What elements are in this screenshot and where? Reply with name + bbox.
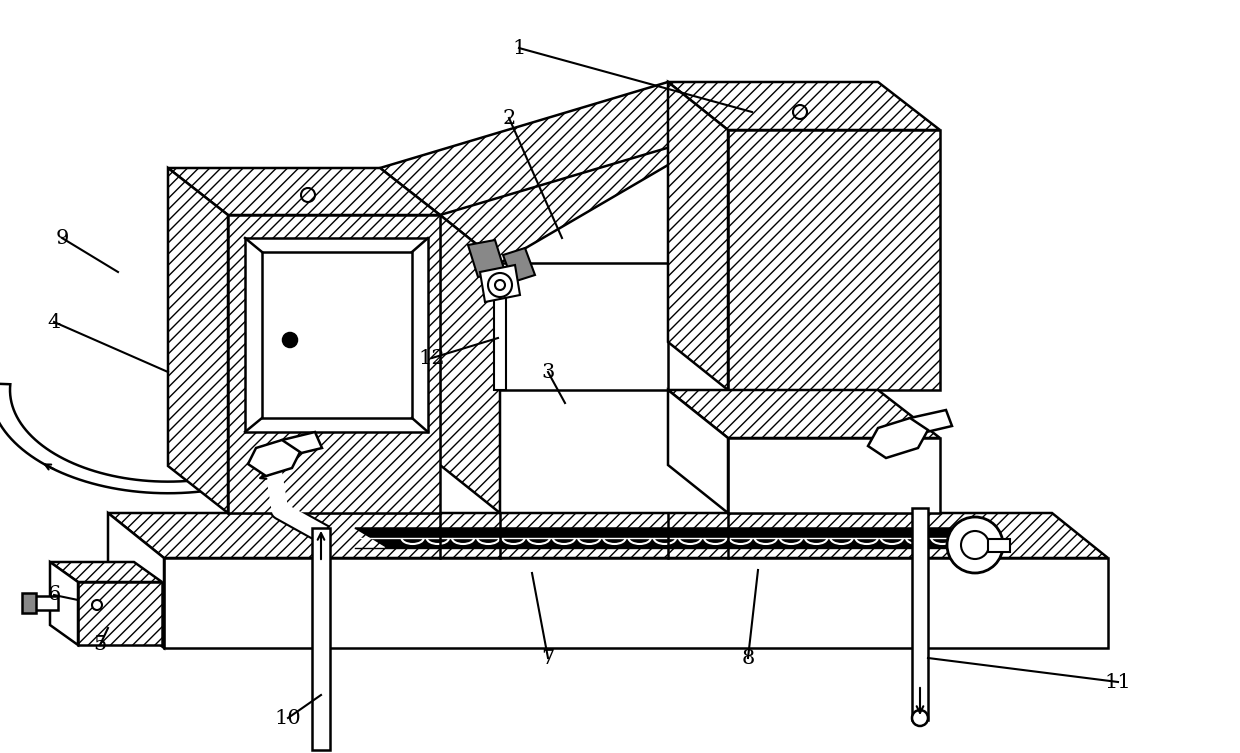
Polygon shape [911, 508, 928, 720]
Circle shape [92, 600, 102, 610]
Polygon shape [281, 432, 322, 456]
Text: 8: 8 [742, 648, 755, 667]
Text: 2: 2 [502, 108, 516, 127]
Circle shape [911, 710, 928, 726]
Polygon shape [164, 558, 1109, 648]
Polygon shape [228, 215, 440, 513]
Text: 7: 7 [542, 648, 554, 667]
Polygon shape [355, 528, 1002, 548]
Text: 3: 3 [542, 362, 554, 382]
Polygon shape [246, 238, 428, 432]
Polygon shape [167, 168, 440, 215]
Polygon shape [494, 283, 506, 390]
Polygon shape [0, 383, 346, 493]
Text: 10: 10 [274, 709, 301, 727]
Polygon shape [480, 265, 520, 302]
Polygon shape [108, 513, 1109, 558]
Text: 5: 5 [93, 636, 107, 654]
Polygon shape [248, 440, 300, 476]
Text: 4: 4 [47, 312, 61, 331]
Polygon shape [728, 130, 940, 390]
Polygon shape [78, 582, 162, 645]
Text: 6: 6 [47, 586, 61, 605]
Polygon shape [167, 168, 228, 513]
Text: 12: 12 [419, 349, 445, 367]
Polygon shape [312, 528, 330, 750]
Polygon shape [668, 82, 728, 390]
Polygon shape [440, 215, 500, 513]
Circle shape [495, 280, 505, 290]
Text: 11: 11 [1105, 672, 1131, 691]
Polygon shape [262, 252, 412, 418]
Polygon shape [503, 248, 534, 282]
Circle shape [489, 273, 512, 297]
Polygon shape [50, 562, 162, 582]
Text: 1: 1 [512, 38, 526, 57]
Polygon shape [668, 82, 940, 130]
Polygon shape [728, 438, 940, 513]
Circle shape [283, 333, 298, 347]
Polygon shape [988, 539, 1011, 552]
Polygon shape [467, 240, 505, 277]
Polygon shape [379, 82, 728, 215]
Polygon shape [668, 390, 940, 438]
Polygon shape [108, 513, 164, 648]
Polygon shape [50, 562, 78, 645]
Polygon shape [868, 418, 928, 458]
Polygon shape [22, 593, 36, 613]
Text: 9: 9 [56, 228, 68, 248]
Polygon shape [910, 410, 952, 434]
Polygon shape [500, 263, 668, 390]
Polygon shape [668, 390, 728, 513]
Circle shape [961, 531, 990, 559]
Polygon shape [33, 596, 58, 610]
Circle shape [947, 517, 1003, 573]
Polygon shape [440, 82, 728, 263]
